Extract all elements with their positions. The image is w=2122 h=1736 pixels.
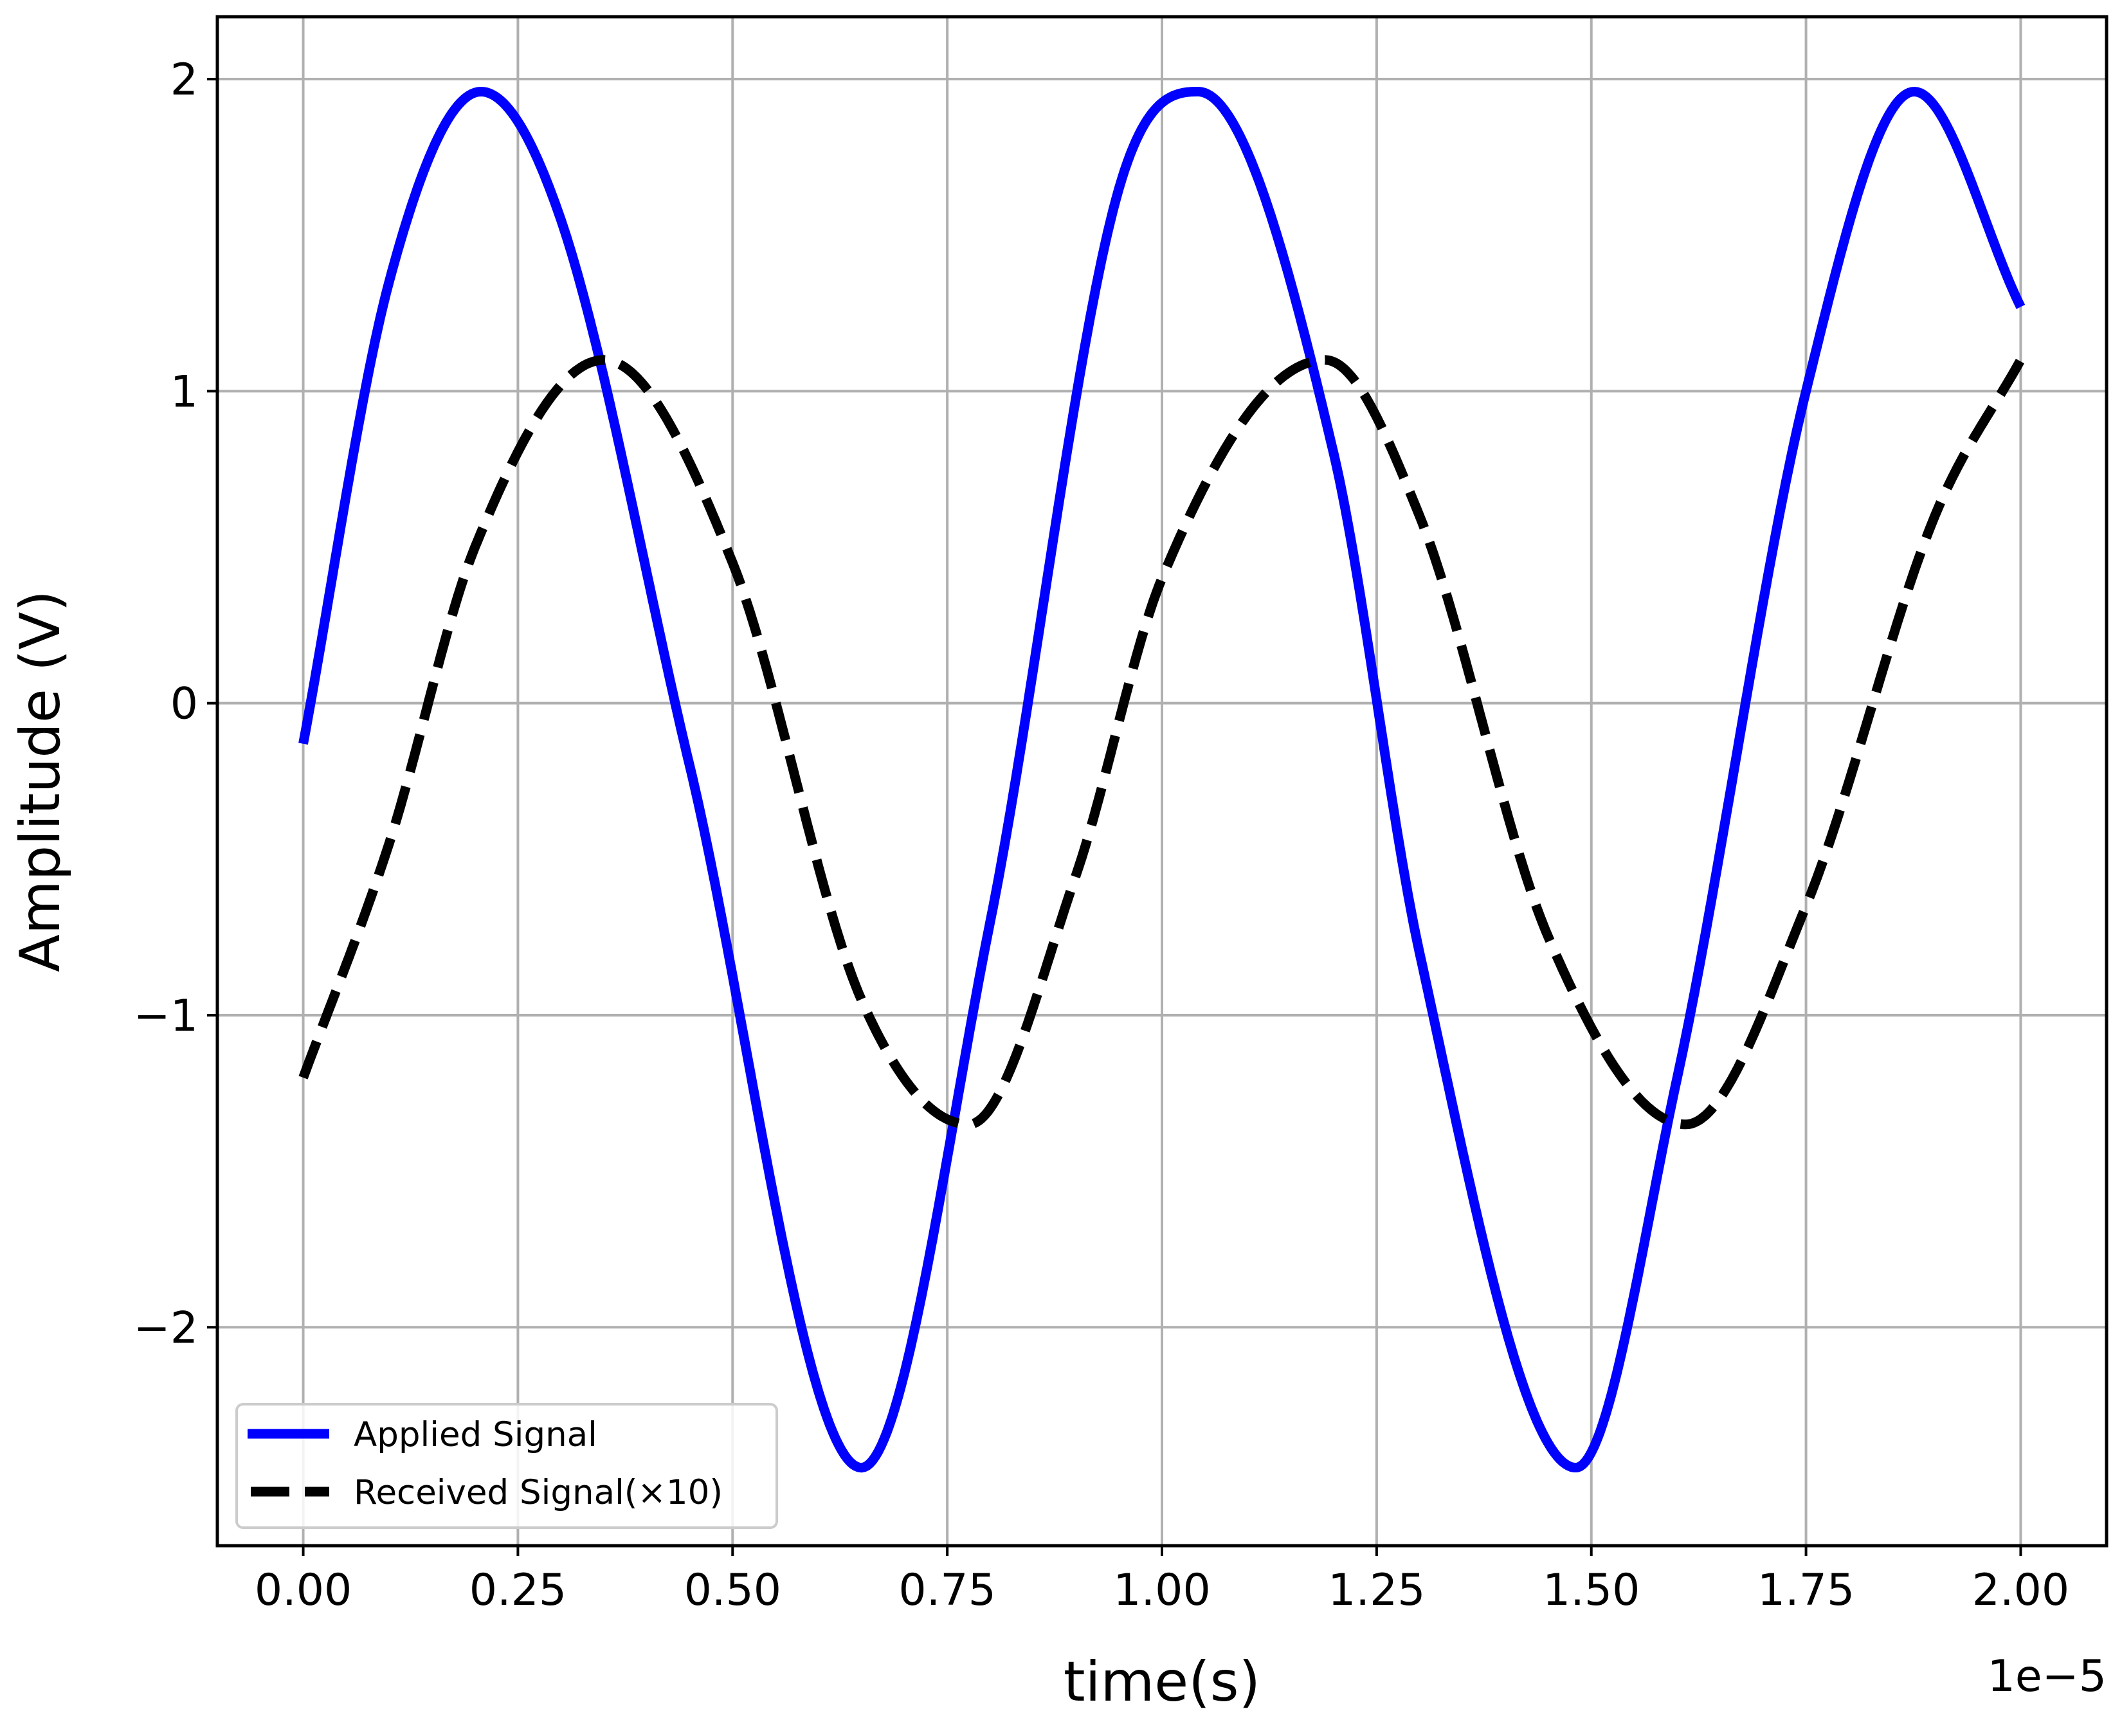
- x-tick-label: 1.75: [1757, 1565, 1854, 1616]
- y-tick-label: 2: [170, 55, 198, 105]
- x-tick-label: 2.00: [1972, 1565, 2069, 1616]
- y-tick-label: 0: [170, 679, 198, 730]
- y-axis-label: Amplitude (V): [8, 590, 73, 972]
- legend-box: [235, 1403, 778, 1529]
- x-tick-label: 0.75: [898, 1565, 995, 1616]
- y-tick-label: 1: [170, 366, 198, 417]
- x-tick-label: 0.00: [255, 1565, 352, 1616]
- x-tick-label: 0.50: [684, 1565, 781, 1616]
- x-tick-label: 1.50: [1543, 1565, 1640, 1616]
- legend: Applied Signal Received Signal(×10): [235, 1403, 778, 1529]
- x-axis-label: time(s): [1064, 1650, 1260, 1714]
- series-group: [298, 87, 2026, 1473]
- x-tick-label: 1.00: [1113, 1565, 1210, 1616]
- x-offset-label: 1e−5: [1988, 1651, 2107, 1702]
- series-line-received-signal: [298, 355, 2026, 1130]
- x-tick-label: 1.25: [1328, 1565, 1425, 1616]
- legend-label-received: Received Signal(×10): [354, 1473, 723, 1512]
- y-tick-label: −2: [134, 1303, 198, 1353]
- ticks: 0.00 0.25 0.50 0.75 1.00 1.25 1.50 1.75 2.00 2 1 0 −…: [134, 55, 2069, 1616]
- grid: [217, 17, 2107, 1546]
- x-tick-label: 0.25: [469, 1565, 567, 1616]
- legend-label-applied: Applied Signal: [354, 1415, 597, 1454]
- series-line-applied-signal: [298, 87, 2026, 1473]
- y-tick-label: −1: [134, 991, 198, 1042]
